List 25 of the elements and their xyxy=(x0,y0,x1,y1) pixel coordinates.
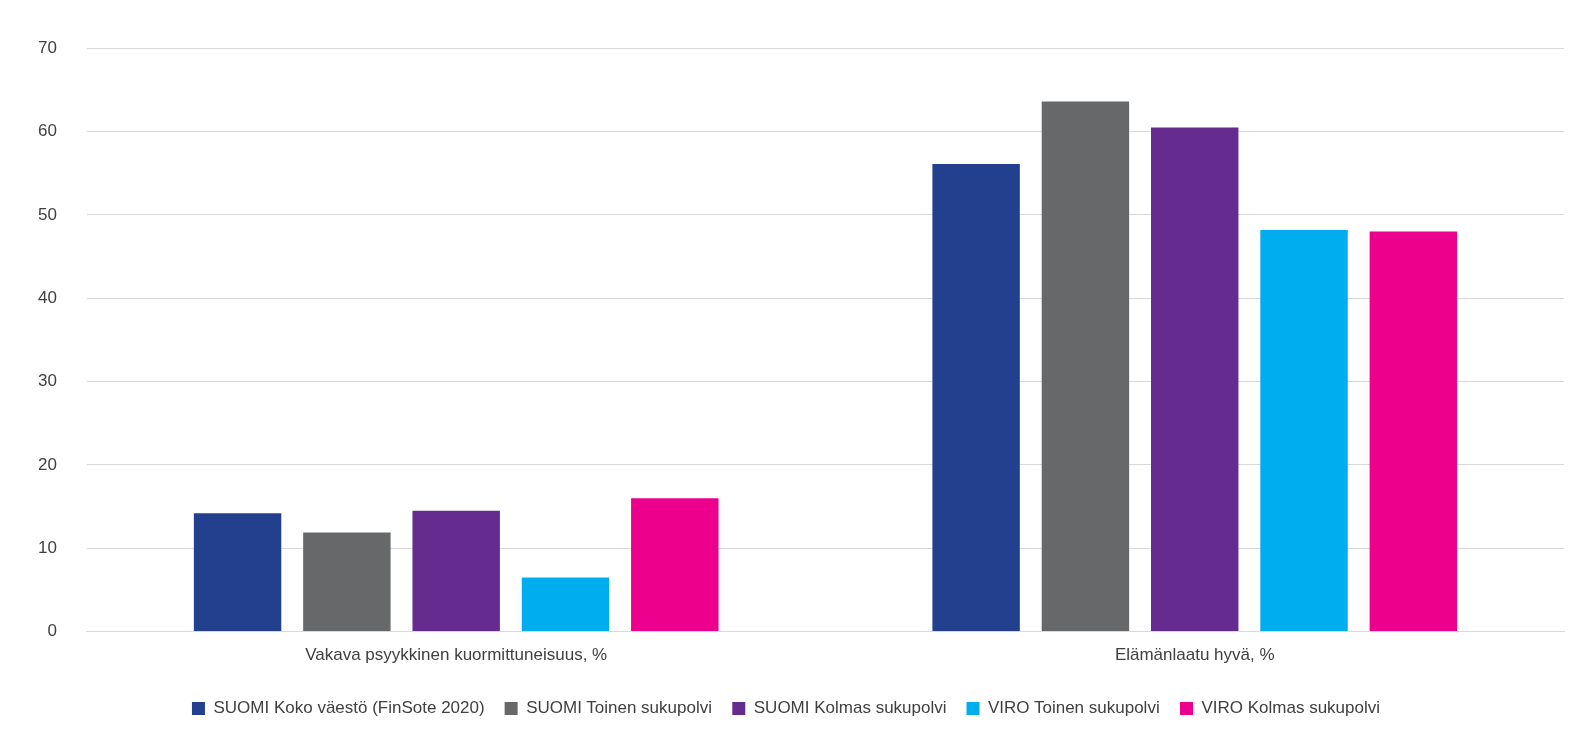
legend-label: SUOMI Toinen sukupolvi xyxy=(526,698,712,718)
y-tick-label: 0 xyxy=(47,621,57,641)
y-tick-label: 10 xyxy=(37,537,57,557)
legend-label: SUOMI Koko väestö (FinSote 2020) xyxy=(213,698,485,718)
bar xyxy=(1041,101,1130,632)
y-tick-label: 70 xyxy=(37,37,57,57)
legend-label: VIRO Kolmas sukupolvi xyxy=(1201,698,1381,718)
y-tick-label: 30 xyxy=(37,371,57,391)
bar xyxy=(412,510,500,632)
legend-label: SUOMI Kolmas sukupolvi xyxy=(753,698,947,718)
bar xyxy=(631,498,719,632)
bar xyxy=(932,164,1020,632)
y-tick-label: 20 xyxy=(37,454,57,474)
bar xyxy=(303,532,391,632)
y-tick-label: 40 xyxy=(37,287,57,307)
y-tick-label: 50 xyxy=(37,204,57,224)
x-tick-label: Vakava psyykkinen kuormittuneisuus, % xyxy=(305,645,608,665)
y-tick-label: 60 xyxy=(37,121,57,141)
bar xyxy=(193,513,282,632)
bar xyxy=(1260,229,1348,632)
bar xyxy=(1151,127,1239,632)
legend-label: VIRO Toinen sukupolvi xyxy=(988,698,1160,718)
x-tick-label: Elämänlaatu hyvä, % xyxy=(1114,645,1275,665)
bar xyxy=(521,577,610,632)
bar xyxy=(1369,231,1458,632)
